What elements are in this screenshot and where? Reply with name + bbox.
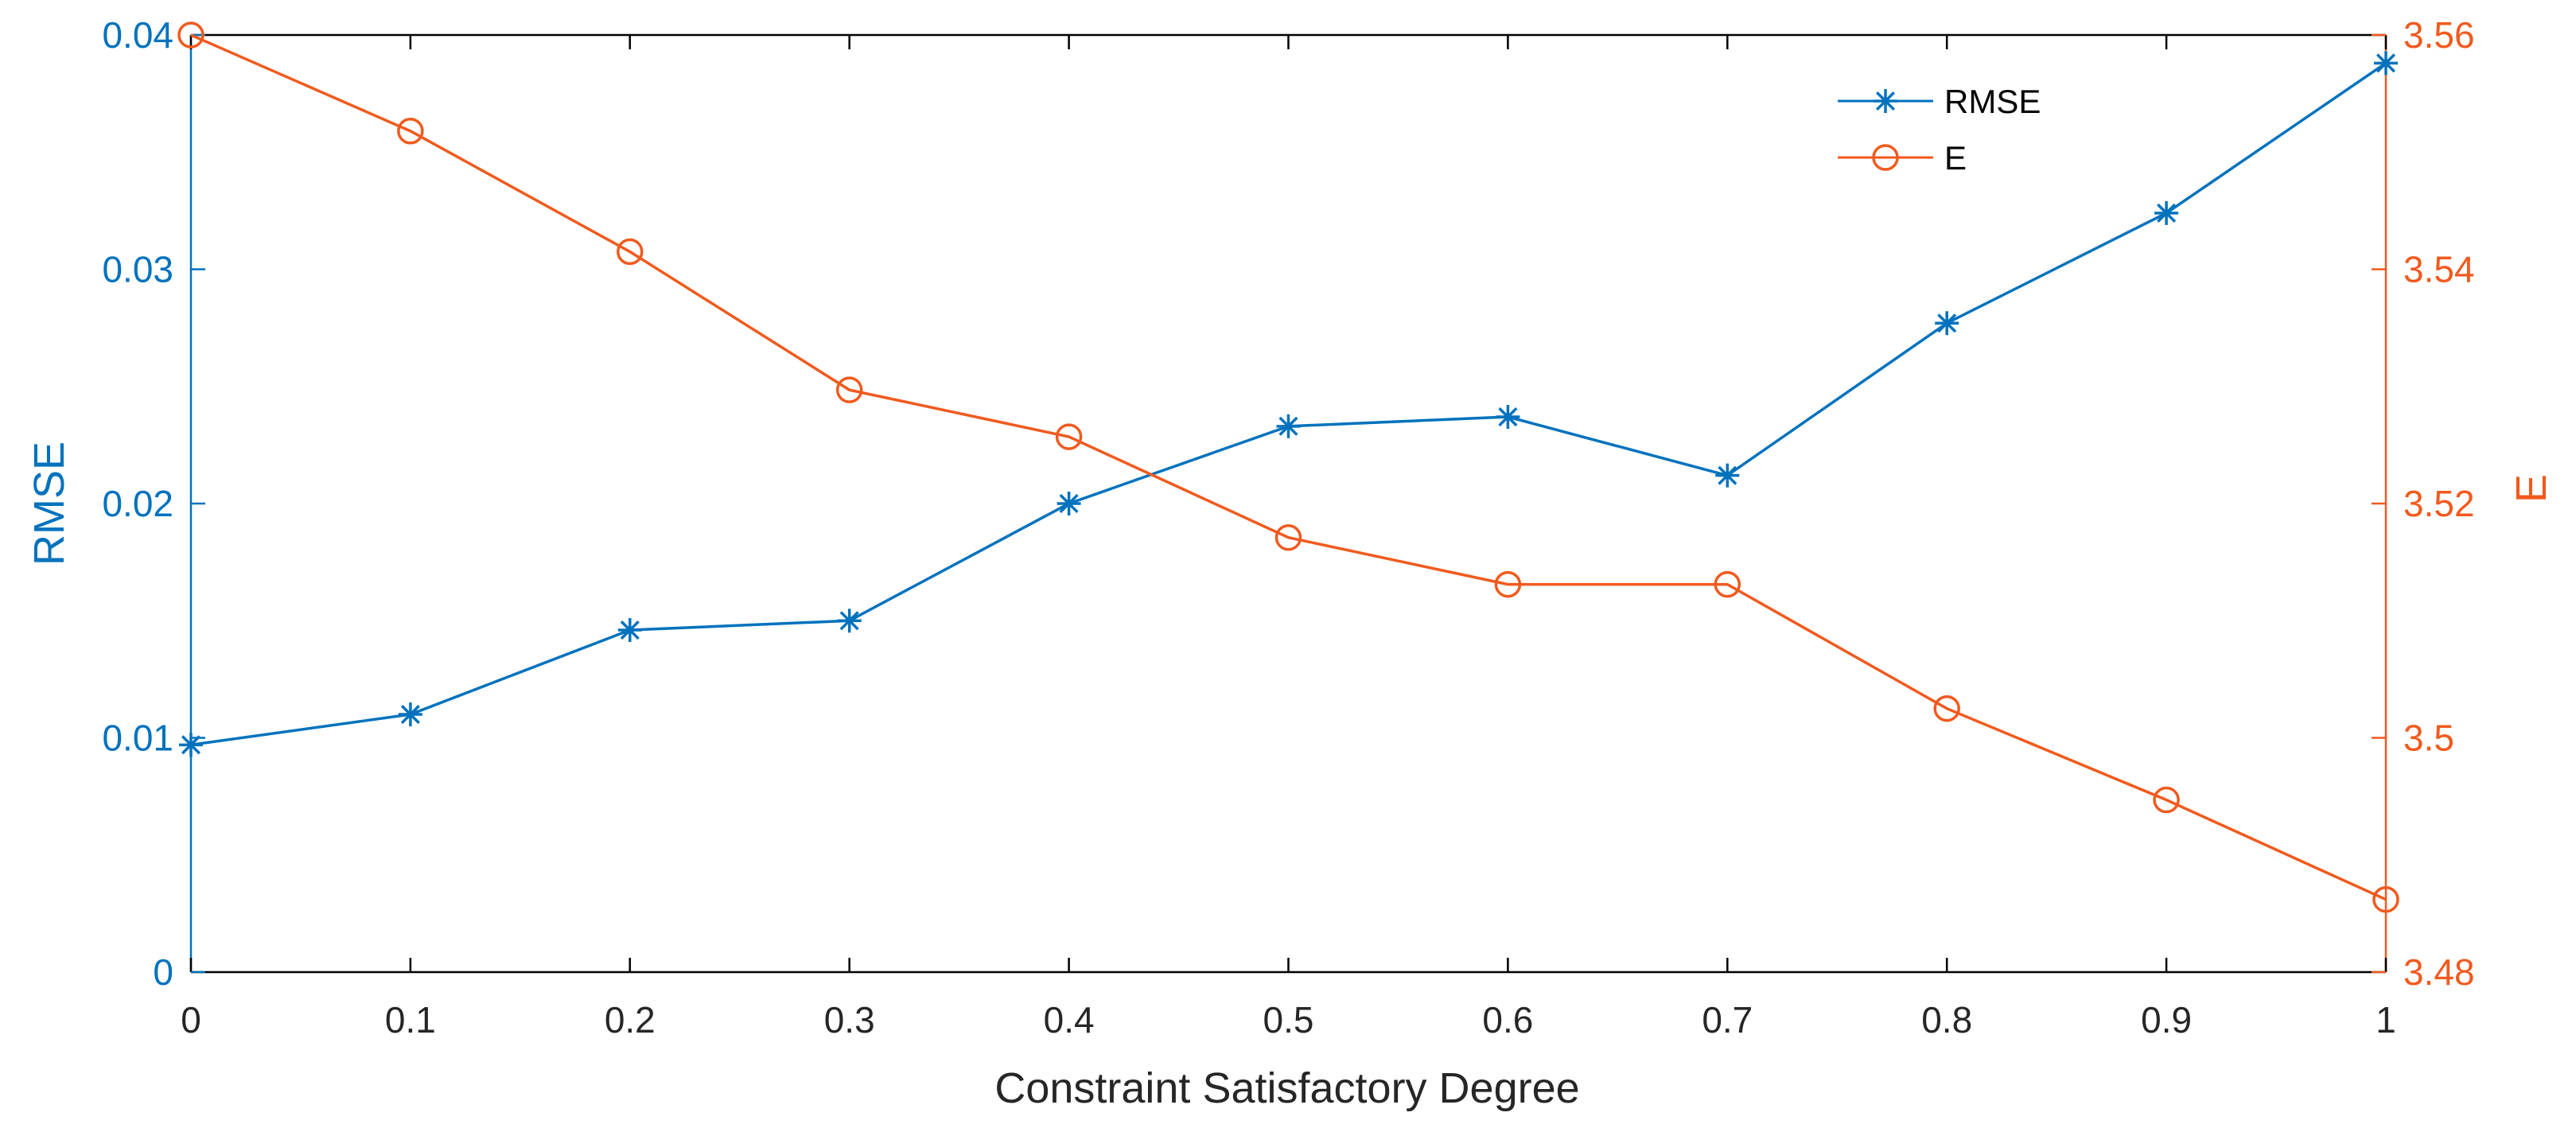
data-point-e	[1933, 694, 1960, 722]
x-tick-label: 1	[2376, 999, 2396, 1041]
data-point-rmse	[2154, 200, 2179, 225]
legend-rmse-label: RMSE	[1944, 83, 2041, 120]
legend-e-marker	[1872, 144, 1899, 171]
axis-ticks: 0 0.1 0.2 0.3 0.4 0.5 0.6 0.7 0.8 0.9 1 0 0.01 0.02 0.…	[102, 14, 2474, 1041]
right-y-axis-label: E	[2508, 474, 2555, 503]
data-point-e	[617, 238, 644, 266]
data-point-rmse	[179, 733, 203, 757]
left-y-tick-label: 0.03	[102, 249, 173, 290]
series-line-e	[190, 33, 2387, 901]
legend-marker-glyph	[1874, 89, 1897, 113]
left-y-tick-label: 0	[153, 951, 173, 993]
x-tick-label: 0.8	[1921, 999, 1972, 1041]
x-tick-label: 0.4	[1044, 999, 1095, 1041]
x-tick-label: 0.3	[824, 999, 875, 1041]
data-point-rmse	[398, 702, 422, 727]
right-y-tick-label: 3.48	[2403, 951, 2475, 993]
x-axis-label: Constraint Satisfactory Degree	[994, 1064, 1579, 1112]
series-group	[177, 21, 2399, 913]
data-point-rmse	[1056, 492, 1081, 515]
data-point-rmse	[1496, 405, 1520, 430]
right-y-tick-label: 3.54	[2403, 249, 2475, 290]
data-point-e	[835, 376, 863, 403]
series-line-rmse	[190, 61, 2387, 747]
data-point-rmse	[2374, 51, 2398, 76]
data-point-e	[1714, 570, 1741, 598]
legend: RMSE E	[1838, 83, 2041, 177]
data-point-e	[1274, 523, 1302, 551]
left-y-tick-label: 0.02	[102, 483, 173, 524]
data-point-e	[2153, 786, 2180, 814]
data-point-rmse	[1715, 463, 1740, 488]
x-tick-label: 0.2	[605, 999, 656, 1041]
data-point-rmse	[837, 609, 862, 633]
x-tick-label: 0.6	[1482, 999, 1533, 1041]
right-y-tick-label: 3.56	[2403, 14, 2475, 56]
x-tick-label: 0.5	[1263, 999, 1314, 1041]
legend-e-label: E	[1944, 139, 1967, 177]
left-y-tick-label: 0.04	[102, 14, 173, 56]
data-point-rmse	[1935, 311, 1959, 336]
left-y-axis-label: RMSE	[25, 442, 73, 566]
legend-marker-glyph	[1872, 144, 1899, 171]
x-tick-label: 0.7	[1702, 999, 1753, 1041]
right-y-tick-label: 3.5	[2403, 718, 2454, 759]
data-point-e	[2372, 885, 2399, 913]
data-point-rmse	[617, 618, 642, 643]
data-point-e	[397, 117, 424, 145]
right-y-tick-label: 3.52	[2403, 483, 2475, 524]
data-point-e	[1494, 570, 1522, 598]
data-point-rmse	[1276, 414, 1301, 438]
x-tick-label: 0	[181, 999, 201, 1041]
x-tick-label: 0.1	[385, 999, 436, 1041]
left-y-tick-label: 0.01	[102, 718, 173, 759]
x-tick-label: 0.9	[2141, 999, 2192, 1041]
plot-frame	[189, 33, 2387, 974]
data-point-e	[177, 21, 204, 49]
legend-rmse-marker	[1874, 89, 1897, 113]
data-point-e	[1055, 423, 1083, 450]
